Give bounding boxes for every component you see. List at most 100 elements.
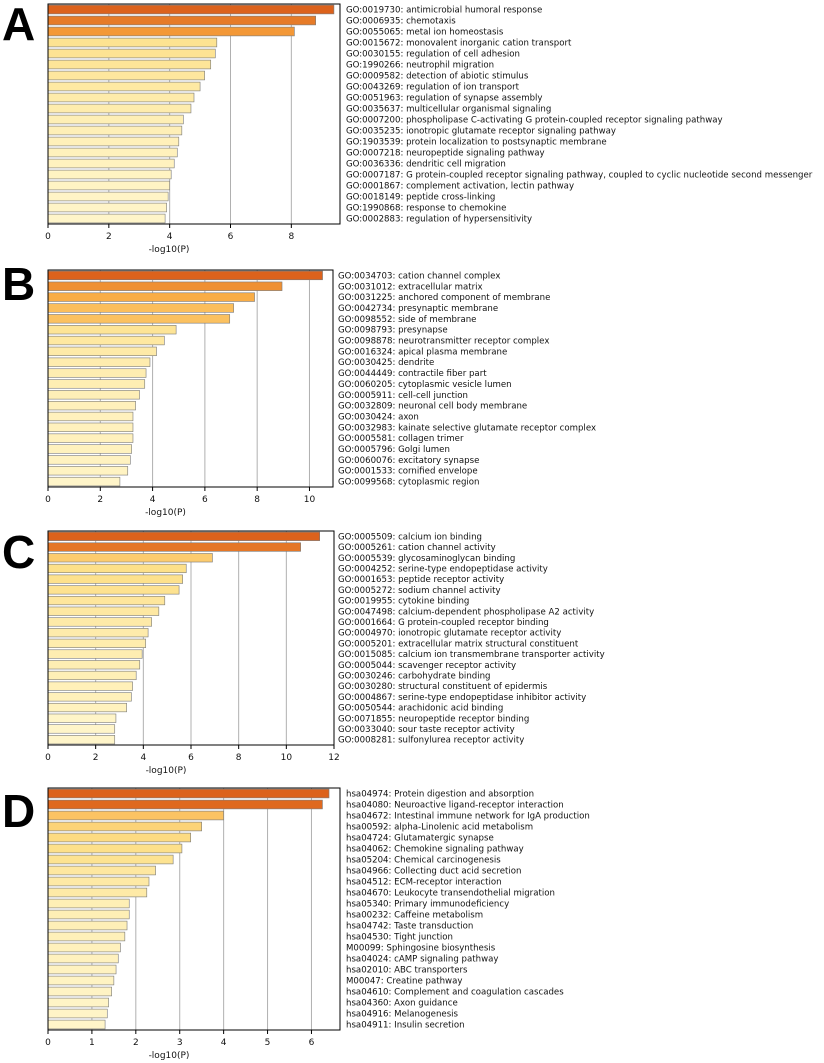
bar: [47, 638, 147, 648]
bar: [47, 400, 136, 411]
bar: [47, 281, 283, 291]
bar: [47, 617, 152, 627]
tick-label: 0: [45, 1038, 51, 1048]
bar: [47, 59, 212, 70]
term-label: M00099: Sphingosine biosynthesis: [346, 944, 496, 954]
bar: [47, 681, 133, 691]
term-label: GO:0007187: G protein-coupled receptor s…: [346, 171, 813, 181]
bar: [47, 799, 323, 810]
tick-label: 10: [281, 753, 293, 763]
term-label: hsa04062: Chemokine signaling pathway: [346, 845, 524, 855]
tick-label: 6: [309, 1038, 315, 1048]
tick-label: 10: [304, 495, 316, 505]
term-label: GO:0030425: dendrite: [338, 358, 434, 368]
tick-label: 12: [328, 753, 339, 763]
term-label: GO:1903539: protein localization to post…: [346, 138, 607, 148]
bar: [47, 92, 195, 103]
bar: [47, 180, 170, 191]
term-label: GO:0044449: contractile fiber part: [338, 369, 487, 379]
bar: [47, 542, 301, 552]
bar: [47, 531, 321, 541]
bar: [47, 411, 134, 422]
tick-label: 2: [133, 1038, 139, 1048]
bar: [47, 455, 131, 465]
bar: [47, 832, 192, 843]
bar: [47, 191, 169, 202]
term-label: GO:0001664: G protein-coupled receptor b…: [338, 618, 549, 628]
tick-label: 6: [202, 495, 208, 505]
bar: [47, 931, 126, 942]
term-label: GO:0032983: kainate selective glutamate …: [338, 423, 596, 433]
term-label: GO:0015085: calcium ion transmembrane tr…: [338, 650, 605, 660]
bar: [47, 444, 132, 454]
term-label: GO:0036336: dendritic cell migration: [346, 160, 506, 170]
term-label: GO:0007218: neuropeptide signaling pathw…: [346, 149, 545, 159]
tick-label: 1: [89, 1038, 95, 1048]
bar: [47, 368, 147, 378]
bar: [47, 15, 316, 26]
term-label: hsa04672: Intestinal immune network for …: [346, 812, 590, 822]
bar: [47, 964, 117, 975]
bar: [47, 887, 148, 898]
bar: [47, 788, 330, 799]
bar: [47, 114, 184, 125]
bar: [47, 169, 172, 180]
term-label: GO:0006935: chemotaxis: [346, 17, 456, 27]
tick-label: 2: [106, 232, 112, 242]
term-label: GO:0005201: extracellular matrix structu…: [338, 639, 579, 649]
bar: [47, 70, 205, 81]
term-label: hsa02010: ABC transporters: [346, 966, 468, 976]
bar: [47, 702, 127, 713]
bar: [47, 660, 141, 670]
term-label: GO:0055065: metal ion homeostasis: [346, 28, 504, 38]
term-label: hsa04670: Leukocyte transendothelial mig…: [346, 889, 555, 899]
term-label: GO:0060076: excitatory synapse: [338, 456, 479, 466]
tick-label: 8: [288, 232, 294, 242]
term-label: hsa00592: alpha-Linolenic acid metabolis…: [346, 823, 533, 833]
term-label: hsa04360: Axon guidance: [346, 999, 458, 1009]
bar: [47, 202, 167, 213]
tick-label: 2: [97, 495, 103, 505]
term-label: GO:0005272: sodium channel activity: [338, 586, 501, 596]
bar: [47, 997, 109, 1008]
term-label: hsa04974: Protein digestion and absorpti…: [346, 790, 534, 800]
bar: [47, 379, 146, 389]
term-label: GO:0098552: side of membrane: [338, 315, 476, 325]
term-label: hsa05340: Primary immunodeficiency: [346, 900, 509, 910]
term-label: GO:0051963: regulation of synapse assemb…: [346, 94, 543, 104]
panel-letter: D: [2, 785, 35, 837]
bar: [47, 563, 187, 574]
tick-label: 6: [188, 753, 194, 763]
term-label: GO:0035235: ionotropic glutamate recepto…: [346, 127, 616, 137]
panel-letter: C: [2, 526, 35, 578]
term-label: GO:0018149: peptide cross-linking: [346, 193, 495, 203]
tick-label: 6: [228, 232, 234, 242]
bar: [47, 270, 323, 281]
bar: [47, 37, 218, 48]
bar: [47, 649, 143, 659]
term-label: GO:0004252: serine-type endopeptidase ac…: [338, 564, 548, 574]
bar: [47, 724, 116, 734]
term-label: hsa04916: Melanogenesis: [346, 1010, 459, 1020]
term-label: GO:0050544: arachidonic acid binding: [338, 704, 503, 714]
term-label: GO:0031225: anchored component of membra…: [338, 293, 550, 303]
term-label: GO:0043269: regulation of ion transport: [346, 83, 520, 93]
bar: [47, 735, 116, 745]
x-axis-label: -log10(P): [146, 766, 187, 776]
tick-label: 5: [265, 1038, 271, 1048]
bar: [47, 158, 175, 169]
term-label: GO:0004867: serine-type endopeptidase in…: [338, 693, 586, 703]
term-label: GO:0008281: sulfonylurea receptor activi…: [338, 736, 524, 746]
bar: [47, 136, 180, 147]
bar: [47, 692, 132, 702]
bar: [47, 553, 213, 563]
bar: [47, 4, 335, 15]
bar: [47, 303, 234, 313]
bar: [47, 942, 121, 953]
term-label: GO:0007200: phospholipase C-activating G…: [346, 116, 723, 126]
term-label: hsa04742: Taste transduction: [346, 922, 473, 932]
panel-letter: B: [2, 258, 35, 310]
bar: [47, 422, 134, 432]
bar: [47, 1019, 106, 1030]
